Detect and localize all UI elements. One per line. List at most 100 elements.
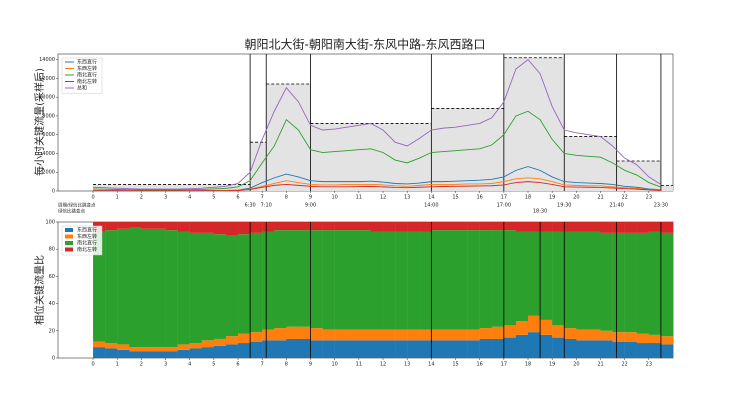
stacked-bar — [503, 222, 517, 231]
stacked-bar — [93, 341, 106, 348]
stacked-bar — [395, 222, 408, 232]
stacked-bar — [552, 231, 565, 326]
stacked-bar — [250, 332, 263, 342]
stacked-bar — [564, 338, 577, 358]
series-line — [93, 181, 661, 192]
stacked-bar — [346, 222, 360, 231]
stacked-bar — [443, 230, 456, 330]
stacked-bar — [298, 230, 311, 327]
stacked-bar — [250, 222, 263, 233]
stacked-bar — [346, 329, 360, 341]
stacked-bar — [274, 340, 287, 358]
y-tick-label: 14000 — [39, 57, 55, 63]
stacked-bar — [636, 232, 650, 334]
change-time-label: 14:00 — [424, 203, 438, 209]
stacked-bar — [443, 222, 456, 231]
stacked-bar — [528, 231, 541, 316]
x-tick-label: 18 — [525, 195, 531, 201]
stacked-bar — [660, 344, 674, 358]
x-tick-label: 2 — [140, 362, 143, 368]
stacked-bar — [250, 232, 263, 333]
stacked-bar — [286, 326, 299, 339]
stacked-bar — [600, 330, 613, 341]
stacked-bar — [540, 334, 553, 358]
stacked-bar — [262, 329, 275, 341]
stacked-bar — [141, 351, 154, 358]
stacked-bar — [310, 222, 323, 231]
x-tick-label: 19 — [549, 195, 555, 201]
stacked-bar — [322, 329, 335, 341]
stacked-bar — [552, 325, 565, 338]
stacked-bar — [117, 349, 130, 358]
stacked-bar — [165, 351, 178, 358]
stacked-bar — [540, 231, 553, 320]
stacked-bar — [431, 340, 444, 358]
y-tick-label: 60 — [49, 274, 55, 280]
stacked-bar — [479, 338, 492, 358]
x-tick-label: 21 — [597, 195, 603, 201]
stacked-bar — [576, 340, 589, 358]
stacked-bar — [201, 340, 215, 348]
stacked-bar — [274, 328, 287, 341]
stacked-bar — [467, 230, 480, 330]
stacked-bar — [612, 332, 625, 342]
y-tick-label: 80 — [49, 247, 55, 253]
x-tick-label: 20 — [573, 195, 579, 201]
stacked-bar — [165, 347, 178, 352]
stacked-bar — [564, 231, 577, 329]
stacked-bar — [407, 231, 420, 330]
stacked-bar — [648, 222, 662, 232]
stacked-bar — [358, 230, 372, 330]
legend-label: 东西左转 — [77, 65, 97, 72]
legend-label: 南北左转 — [77, 78, 97, 85]
legend-label: 南北直行 — [77, 240, 97, 247]
stacked-bar — [358, 222, 372, 231]
stacked-bar — [213, 345, 227, 358]
stacked-bar — [286, 230, 299, 327]
stacked-bar — [334, 340, 347, 358]
stacked-bar — [383, 329, 396, 341]
stacked-bar — [503, 230, 517, 326]
stacked-bar — [105, 348, 118, 358]
legend-swatch — [65, 234, 73, 239]
stacked-bar — [322, 222, 335, 231]
stacked-bar — [600, 232, 613, 331]
stacked-bar — [322, 230, 335, 330]
x-tick-label: 3 — [164, 362, 167, 368]
stacked-bar — [141, 222, 154, 229]
stacked-bar — [431, 329, 444, 341]
change-label: 绿信比跳变点 — [58, 208, 85, 215]
stacked-bar — [274, 230, 287, 329]
stacked-bar — [479, 328, 492, 339]
stacked-bar — [467, 340, 480, 358]
stacked-bar — [322, 340, 335, 358]
stacked-bar — [238, 234, 251, 334]
stacked-bar — [636, 333, 650, 344]
legend-label: 东西左转 — [77, 233, 97, 240]
stacked-bar — [153, 222, 166, 229]
stacked-bar — [262, 340, 275, 358]
stacked-bar — [310, 340, 323, 358]
stacked-bar — [455, 329, 468, 341]
stacked-bar — [286, 222, 299, 231]
stacked-bar — [238, 222, 251, 235]
stacked-bar — [105, 222, 118, 231]
stacked-bar — [455, 230, 468, 330]
stacked-bar — [503, 325, 517, 338]
stacked-bar — [334, 329, 347, 341]
x-tick-label: 5 — [212, 195, 215, 201]
stacked-bar — [588, 329, 601, 341]
stacked-bar — [419, 329, 432, 341]
x-tick-label: 0 — [91, 362, 94, 368]
stacked-bar — [177, 231, 190, 345]
y-tick-label: 0 — [52, 189, 55, 195]
stacked-bar — [141, 228, 154, 348]
stacked-bar — [250, 341, 263, 358]
stacked-bar — [588, 231, 601, 330]
x-tick-label: 17 — [501, 362, 507, 368]
stacked-bar — [600, 340, 613, 358]
stacked-bar — [467, 222, 480, 231]
x-tick-label: 21 — [597, 362, 603, 368]
stacked-bar — [213, 234, 227, 339]
stacked-bar — [225, 222, 239, 236]
